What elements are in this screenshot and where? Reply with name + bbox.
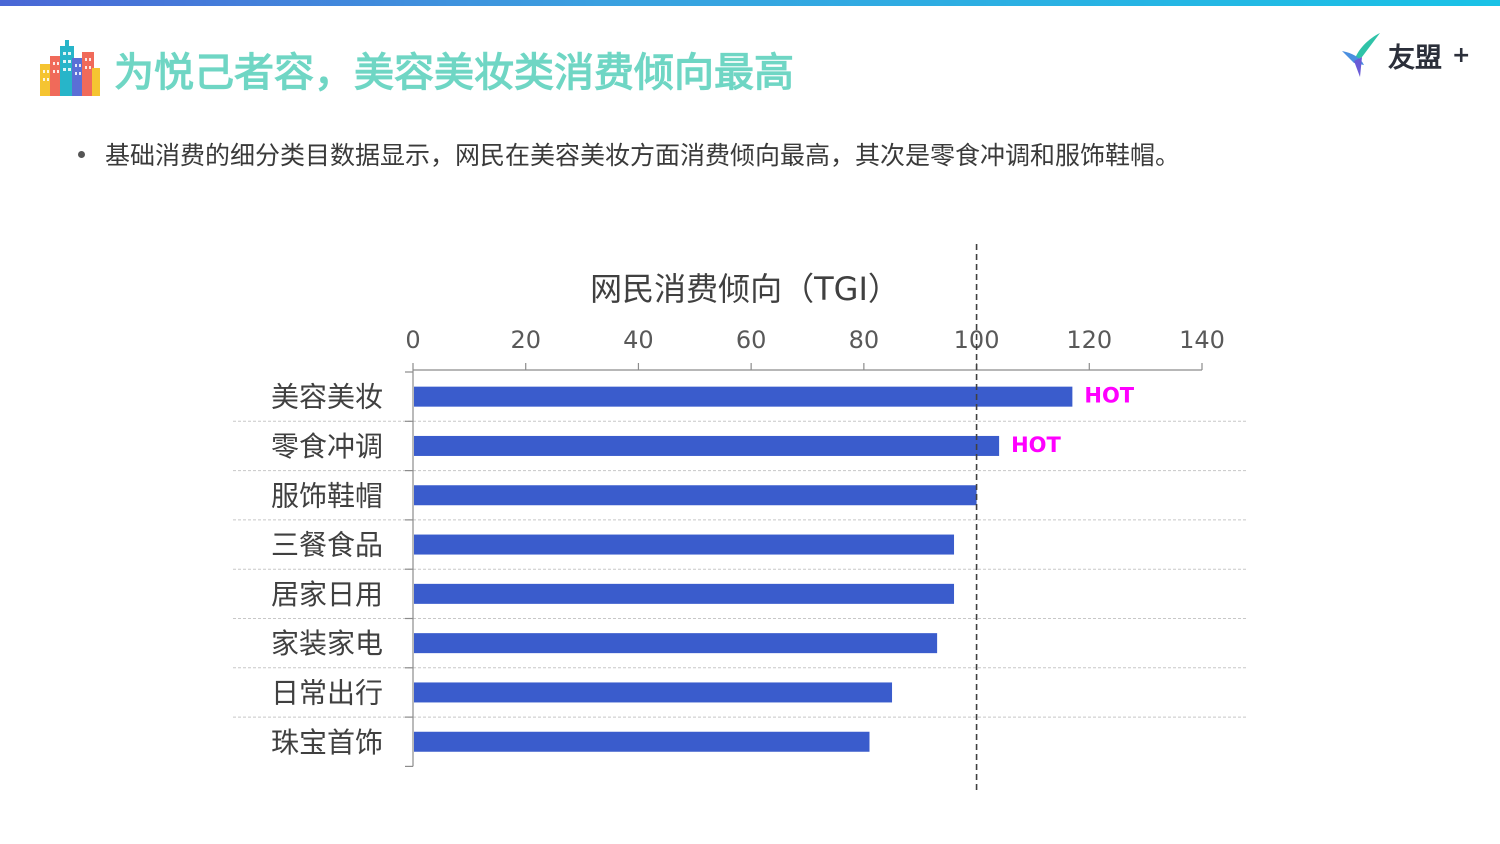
x-tick-label: 120 — [1066, 326, 1112, 354]
category-label: 零食冲调 — [271, 430, 383, 463]
bar — [414, 485, 977, 506]
bar — [414, 534, 955, 555]
bar — [414, 583, 955, 604]
category-label: 居家日用 — [271, 578, 383, 611]
category-label: 服饰鞋帽 — [271, 479, 383, 512]
bar — [414, 435, 1000, 456]
x-tick-label: 0 — [405, 326, 420, 354]
chart-title: 网民消费倾向（TGI） — [590, 270, 900, 308]
bar — [414, 633, 938, 654]
logo-text: 友盟 — [1388, 42, 1442, 74]
bullet-icon — [78, 150, 85, 158]
umeng-logo: 友盟 + — [1340, 30, 1470, 80]
x-tick-label: 20 — [510, 326, 541, 354]
hot-annotation: HOT — [1011, 433, 1061, 457]
bar — [414, 682, 893, 703]
logo-plus: + — [1452, 42, 1471, 68]
x-tick-label: 80 — [849, 326, 880, 354]
x-tick-label: 140 — [1179, 326, 1225, 354]
page-title: 为悦己者容，美容美妆类消费倾向最高 — [114, 50, 794, 96]
bar — [414, 386, 1073, 407]
category-label: 珠宝首饰 — [271, 726, 383, 759]
top-accent-bar — [0, 0, 1500, 6]
title-row: 为悦己者容，美容美妆类消费倾向最高 — [38, 38, 794, 100]
subtitle: 基础消费的细分类目数据显示，网民在美容美妆方面消费倾向最高，其次是零食冲调和服饰… — [78, 136, 1180, 172]
category-label: 三餐食品 — [271, 529, 383, 562]
category-label: 日常出行 — [271, 676, 383, 709]
x-tick-label: 40 — [623, 326, 654, 354]
category-label: 家装家电 — [271, 627, 383, 660]
category-label: 美容美妆 — [271, 381, 383, 414]
bird-logo-icon — [1342, 33, 1380, 77]
x-tick-label: 60 — [736, 326, 767, 354]
hot-annotation: HOT — [1084, 384, 1134, 408]
subtitle-text: 基础消费的细分类目数据显示，网民在美容美妆方面消费倾向最高，其次是零食冲调和服饰… — [105, 141, 1181, 170]
city-buildings-icon — [40, 40, 100, 96]
bar — [414, 731, 870, 752]
